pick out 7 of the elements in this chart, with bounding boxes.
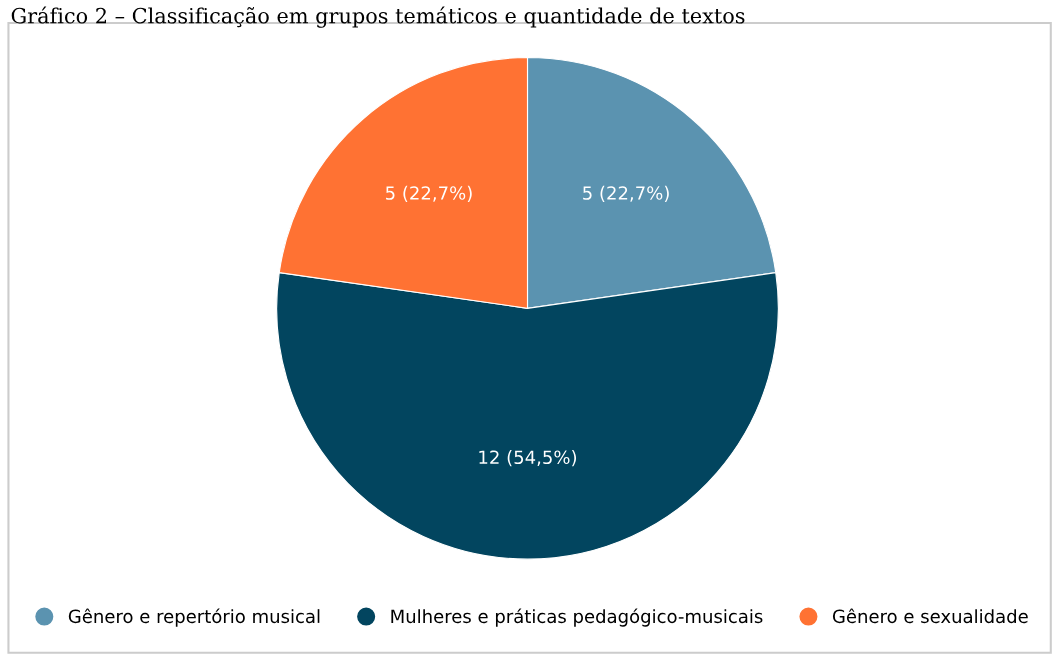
- data-label: 5 (22,7%): [583, 185, 669, 202]
- legend-label: Mulheres e práticas pedagógico-musicais: [391, 608, 763, 627]
- data-label: 5 (22,7%): [386, 185, 472, 202]
- legend-label: Gênero e repertório musical: [68, 608, 320, 627]
- legend-label: Gênero e sexualidade: [832, 608, 1028, 624]
- data-label: 12 (54,5%): [479, 450, 577, 467]
- chart-title: Gráfico 2 – Classificação em grupos temáticos e quantidade de textos: [11, 6, 745, 28]
